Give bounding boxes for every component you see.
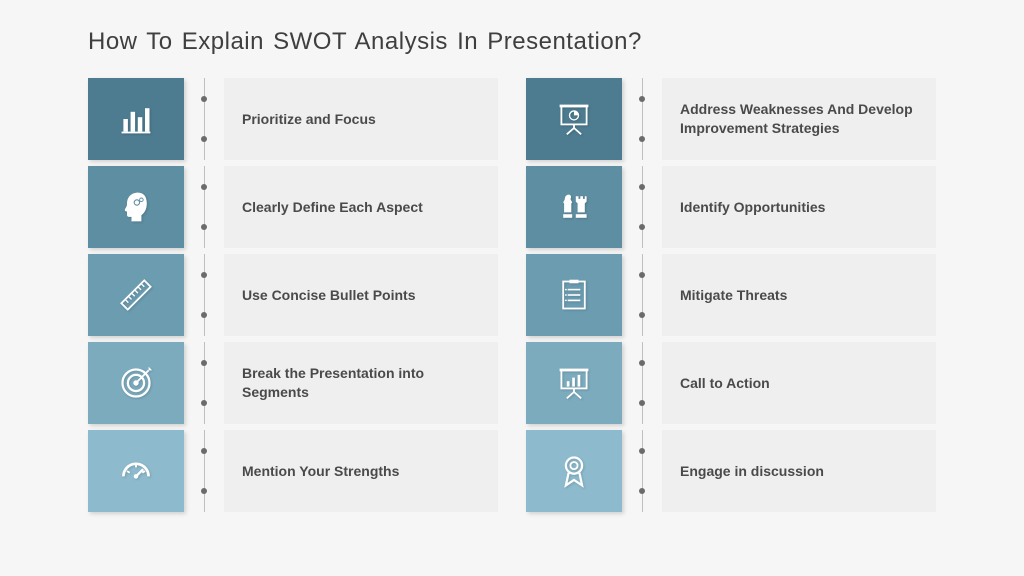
chess-icon [526, 166, 622, 248]
ribbon-icon [526, 430, 622, 512]
item-label: Engage in discussion [662, 430, 936, 512]
checklist-icon [526, 254, 622, 336]
list-item: Address Weaknesses And Develop Improveme… [526, 78, 936, 160]
item-label: Prioritize and Focus [224, 78, 498, 160]
connector [622, 430, 662, 512]
list-item: Mention Your Strengths [88, 430, 498, 512]
infographic-grid: Prioritize and FocusClearly Define Each … [88, 78, 936, 512]
item-label: Address Weaknesses And Develop Improveme… [662, 78, 936, 160]
list-item: Break the Presentation into Segments [88, 342, 498, 424]
presentation-chart-icon [526, 342, 622, 424]
head-gear-icon [88, 166, 184, 248]
list-item: Prioritize and Focus [88, 78, 498, 160]
list-item: Clearly Define Each Aspect [88, 166, 498, 248]
item-label: Use Concise Bullet Points [224, 254, 498, 336]
page-title: How To Explain SWOT Analysis In Presenta… [88, 28, 936, 56]
presentation-pie-icon [526, 78, 622, 160]
list-item: Engage in discussion [526, 430, 936, 512]
item-label: Mention Your Strengths [224, 430, 498, 512]
item-label: Break the Presentation into Segments [224, 342, 498, 424]
left-column: Prioritize and FocusClearly Define Each … [88, 78, 498, 512]
list-item: Identify Opportunities [526, 166, 936, 248]
connector [622, 78, 662, 160]
connector [184, 78, 224, 160]
item-label: Clearly Define Each Aspect [224, 166, 498, 248]
list-item: Call to Action [526, 342, 936, 424]
connector [184, 166, 224, 248]
item-label: Mitigate Threats [662, 254, 936, 336]
right-column: Address Weaknesses And Develop Improveme… [526, 78, 936, 512]
item-label: Call to Action [662, 342, 936, 424]
connector [622, 254, 662, 336]
connector [622, 342, 662, 424]
item-label: Identify Opportunities [662, 166, 936, 248]
gauge-icon [88, 430, 184, 512]
connector [184, 342, 224, 424]
list-item: Mitigate Threats [526, 254, 936, 336]
target-icon [88, 342, 184, 424]
connector [184, 254, 224, 336]
ruler-icon [88, 254, 184, 336]
list-item: Use Concise Bullet Points [88, 254, 498, 336]
connector [622, 166, 662, 248]
bar-chart-icon [88, 78, 184, 160]
connector [184, 430, 224, 512]
